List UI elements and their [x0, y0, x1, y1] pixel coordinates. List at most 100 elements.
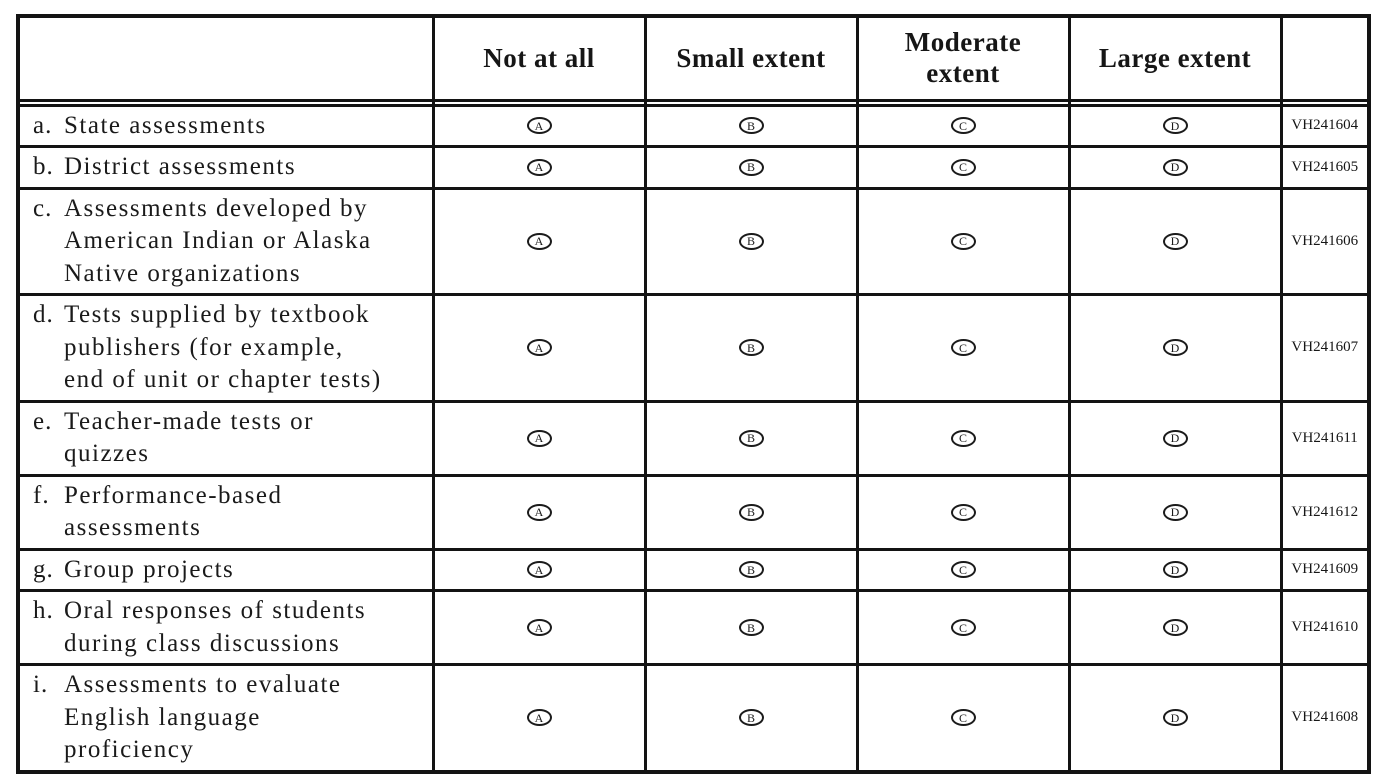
- option-bubble-c[interactable]: C: [950, 503, 976, 521]
- option-bubble-d[interactable]: D: [1162, 429, 1188, 447]
- header-small-extent: Small extent: [643, 14, 859, 102]
- table-row-a: a. State assessments A B C D VH241604: [16, 103, 1371, 148]
- option-cell: C: [855, 547, 1071, 592]
- option-bubble-a[interactable]: A: [526, 117, 552, 135]
- option-bubble-c[interactable]: C: [950, 117, 976, 135]
- header-empty-code: [1279, 14, 1371, 102]
- row-label-cell: e. Teacher-made tests or quizzes: [16, 399, 435, 477]
- option-cell: A: [431, 399, 647, 477]
- table-row-f: f. Performance-based assessments A B C D …: [16, 473, 1371, 551]
- option-cell: A: [431, 547, 647, 592]
- option-bubble-b[interactable]: B: [738, 232, 764, 250]
- option-bubble-a[interactable]: A: [526, 503, 552, 521]
- option-bubble-d[interactable]: D: [1162, 158, 1188, 176]
- option-bubble-a[interactable]: A: [526, 232, 552, 250]
- option-bubble-d[interactable]: D: [1162, 709, 1188, 727]
- option-cell: D: [1067, 145, 1283, 190]
- option-bubble-b[interactable]: B: [738, 561, 764, 579]
- option-bubble-d[interactable]: D: [1162, 561, 1188, 579]
- option-cell: B: [643, 547, 859, 592]
- option-cell: A: [431, 103, 647, 148]
- header-row: Not at all Small extent Moderate extent …: [16, 14, 1371, 102]
- option-bubble-a[interactable]: A: [526, 709, 552, 727]
- row-letter: h.: [33, 597, 54, 624]
- option-cell: A: [431, 589, 647, 666]
- option-bubble-b[interactable]: B: [738, 117, 764, 135]
- table-row-h: h. Oral responses of students during clas…: [16, 589, 1371, 666]
- row-label-cell: b. District assessments: [16, 145, 435, 190]
- option-cell: C: [855, 186, 1071, 296]
- option-cell: B: [643, 589, 859, 666]
- option-cell: D: [1067, 103, 1283, 148]
- option-bubble-a[interactable]: A: [526, 339, 552, 357]
- row-label-cell: c. Assessments developed by American Indi…: [16, 186, 435, 296]
- option-bubble-a[interactable]: A: [526, 561, 552, 579]
- row-label: Oral responses of students during class …: [64, 597, 367, 657]
- header-not-at-all: Not at all: [431, 14, 647, 102]
- header-moderate-extent: Moderate extent: [855, 14, 1071, 102]
- option-cell: A: [431, 145, 647, 190]
- option-cell: C: [855, 293, 1071, 403]
- row-label: Tests supplied by textbook publishers (f…: [64, 301, 382, 393]
- option-bubble-b[interactable]: B: [738, 429, 764, 447]
- option-cell: D: [1067, 473, 1283, 551]
- header-empty-label: [16, 14, 435, 102]
- row-letter: g.: [33, 555, 54, 583]
- option-bubble-c[interactable]: C: [950, 429, 976, 447]
- row-label: Assessments developed by American Indian…: [64, 194, 372, 287]
- option-cell: D: [1067, 399, 1283, 477]
- option-bubble-b[interactable]: B: [738, 619, 764, 636]
- option-bubble-c[interactable]: C: [950, 709, 976, 727]
- option-bubble-d[interactable]: D: [1162, 339, 1188, 357]
- row-code: VH241606: [1279, 186, 1371, 296]
- option-bubble-d[interactable]: D: [1162, 619, 1188, 636]
- option-cell: A: [431, 473, 647, 551]
- row-label: Teacher-made tests or quizzes: [64, 407, 314, 468]
- option-bubble-c[interactable]: C: [950, 561, 976, 579]
- row-code: VH241612: [1279, 473, 1371, 551]
- option-cell: C: [855, 473, 1071, 551]
- row-label: District assessments: [64, 153, 297, 180]
- row-label-cell: a. State assessments: [16, 103, 435, 148]
- option-bubble-a[interactable]: A: [526, 429, 552, 447]
- option-bubble-d[interactable]: D: [1162, 503, 1188, 521]
- option-bubble-c[interactable]: C: [950, 158, 976, 176]
- table-row-i: i. Assessments to evaluate English langua…: [16, 663, 1371, 773]
- row-label: Group projects: [64, 555, 235, 583]
- double-rule: [16, 98, 1371, 107]
- row-label-cell: i. Assessments to evaluate English langua…: [16, 663, 435, 773]
- row-letter: b.: [33, 153, 54, 180]
- option-bubble-c[interactable]: C: [950, 339, 976, 357]
- option-bubble-b[interactable]: B: [738, 158, 764, 176]
- option-cell: B: [643, 293, 859, 403]
- option-cell: D: [1067, 547, 1283, 592]
- row-code: VH241609: [1279, 547, 1371, 592]
- option-bubble-d[interactable]: D: [1162, 232, 1188, 250]
- row-label-cell: g. Group projects: [16, 547, 435, 592]
- option-cell: A: [431, 293, 647, 403]
- option-cell: C: [855, 145, 1071, 190]
- row-label-cell: f. Performance-based assessments: [16, 473, 435, 551]
- option-cell: B: [643, 103, 859, 148]
- option-cell: C: [855, 663, 1071, 773]
- option-cell: D: [1067, 663, 1283, 773]
- row-label-cell: h. Oral responses of students during clas…: [16, 589, 435, 666]
- option-bubble-c[interactable]: C: [950, 232, 976, 250]
- option-cell: B: [643, 145, 859, 190]
- option-bubble-b[interactable]: B: [738, 503, 764, 521]
- option-bubble-a[interactable]: A: [526, 158, 552, 176]
- row-letter: e.: [33, 407, 53, 435]
- option-bubble-d[interactable]: D: [1162, 117, 1188, 135]
- row-label-cell: d. Tests supplied by textbook publishers …: [16, 293, 435, 403]
- option-bubble-c[interactable]: C: [950, 619, 976, 636]
- row-label: State assessments: [64, 111, 267, 139]
- option-cell: D: [1067, 186, 1283, 296]
- option-cell: B: [643, 663, 859, 773]
- option-cell: C: [855, 589, 1071, 666]
- table-row-g: g. Group projects A B C D VH241609: [16, 547, 1371, 592]
- row-code: VH241605: [1279, 145, 1371, 190]
- option-bubble-b[interactable]: B: [738, 709, 764, 727]
- option-bubble-b[interactable]: B: [738, 339, 764, 357]
- option-bubble-a[interactable]: A: [526, 619, 552, 636]
